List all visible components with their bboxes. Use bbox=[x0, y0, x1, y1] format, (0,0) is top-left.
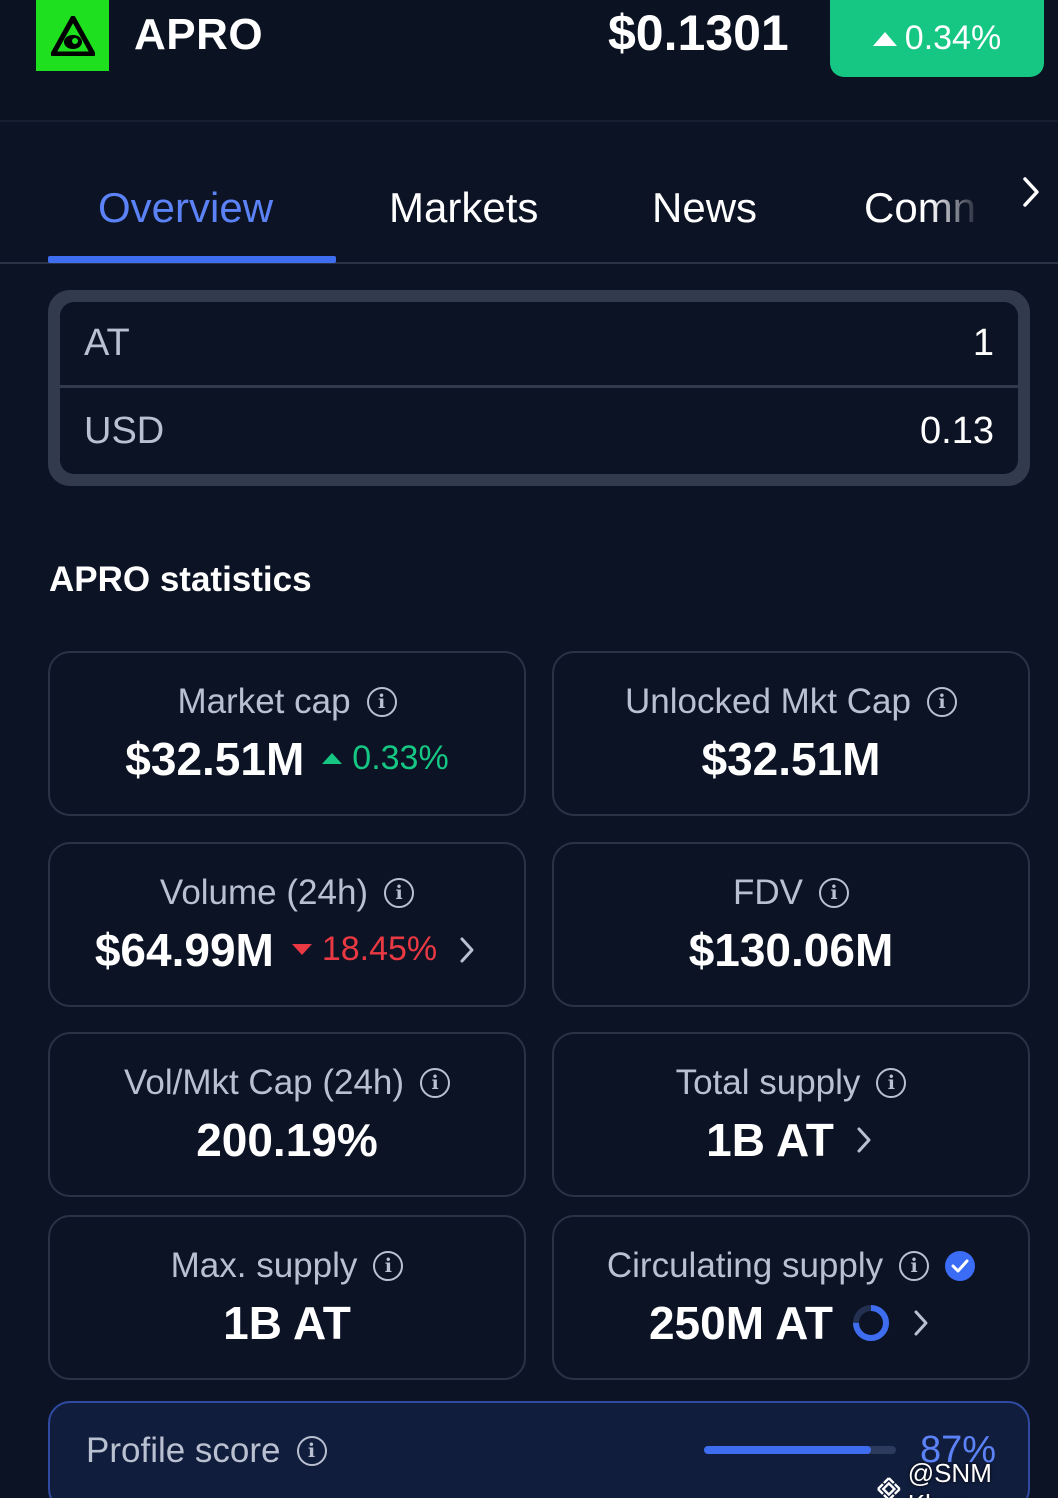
stat-value-row: 250M AT bbox=[649, 1296, 933, 1350]
tab-markets[interactable]: Markets bbox=[389, 184, 539, 231]
stat-value: 200.19% bbox=[196, 1113, 378, 1166]
binance-logo-icon bbox=[877, 1477, 901, 1498]
converter-amount-input[interactable]: 0.13 bbox=[920, 409, 994, 452]
price-change-value: 0.34% bbox=[904, 19, 1002, 57]
apro-logo bbox=[36, 0, 109, 71]
chevron-right-icon[interactable] bbox=[852, 1122, 876, 1158]
supply-donut-icon bbox=[853, 1304, 890, 1341]
stat-label-row: Volume (24h) i bbox=[159, 872, 415, 913]
tab-bar: Overview Markets News Comn bbox=[0, 120, 1058, 264]
stat-label-row: Unlocked Mkt Cap i bbox=[625, 682, 957, 722]
tab-news[interactable]: News bbox=[652, 184, 758, 231]
chevron-right-icon[interactable] bbox=[909, 1305, 933, 1341]
stat-label: Circulating supply bbox=[606, 1245, 884, 1285]
tab-overview[interactable]: Overview bbox=[98, 184, 274, 231]
stat-label-row: Market cap i bbox=[177, 681, 397, 722]
stat-card-vol-mkt-cap: Vol/Mkt Cap (24h) i 200.19% bbox=[48, 1032, 526, 1197]
info-icon[interactable]: i bbox=[366, 686, 397, 717]
stat-card-total-supply[interactable]: Total supply i 1B AT bbox=[552, 1032, 1030, 1197]
stat-card-fdv: FDV i $130.06M bbox=[552, 842, 1030, 1007]
stat-label: Market cap bbox=[177, 681, 351, 721]
arrow-down-icon bbox=[291, 944, 312, 955]
profile-score-progress-fill bbox=[704, 1446, 872, 1454]
coin-price: $0.1301 bbox=[608, 5, 789, 61]
info-icon[interactable]: i bbox=[819, 877, 849, 908]
stat-value-row: $32.51M bbox=[701, 732, 880, 786]
watermark: @SNM Khan bbox=[876, 1458, 1058, 1498]
apro-logo-icon bbox=[50, 15, 95, 56]
profile-score-value: 87% bbox=[920, 1429, 997, 1471]
stat-label: Unlocked Mkt Cap bbox=[625, 681, 911, 721]
coin-header: APRO $0.1301 0.34% bbox=[0, 0, 1058, 120]
converter-row-at[interactable]: AT 1 bbox=[60, 302, 1018, 388]
profile-score-progress bbox=[704, 1446, 896, 1454]
stat-change-value: 18.45% bbox=[321, 930, 438, 968]
stat-label-row: Total supply i bbox=[676, 1063, 907, 1103]
stat-value: $32.51M bbox=[701, 732, 881, 785]
tab-fade-overlay bbox=[930, 162, 1058, 252]
stat-label: Volume (24h) bbox=[159, 872, 369, 912]
info-icon[interactable]: i bbox=[420, 1067, 451, 1098]
stat-label-row: Vol/Mkt Cap (24h) i bbox=[123, 1062, 451, 1103]
stat-value: $64.99M bbox=[94, 923, 274, 976]
stat-card-volume-24h[interactable]: Volume (24h) i $64.99M 18.45% bbox=[48, 842, 526, 1007]
stat-card-max-supply: Max. supply i 1B AT bbox=[48, 1215, 526, 1380]
watermark-text: @SNM Khan bbox=[907, 1458, 992, 1498]
stat-value-row: $130.06M bbox=[689, 923, 894, 977]
stat-label: Total supply bbox=[675, 1062, 861, 1102]
stat-value-row: $32.51M 0.33% bbox=[125, 732, 448, 786]
stat-label: Max. supply bbox=[170, 1245, 358, 1285]
stat-card-circulating-supply[interactable]: Circulating supply i 250M AT bbox=[552, 1215, 1030, 1380]
tab-scroll-right-button[interactable] bbox=[1016, 172, 1046, 212]
stat-label-row: FDV i bbox=[733, 873, 849, 913]
converter-amount-input[interactable]: 1 bbox=[972, 322, 994, 364]
stat-value-row: $64.99M 18.45% bbox=[95, 923, 479, 977]
stat-label-row: Circulating supply i bbox=[606, 1245, 976, 1286]
profile-score-label-row: Profile score i bbox=[86, 1431, 327, 1471]
converter-currency-label: AT bbox=[84, 322, 130, 364]
profile-score-label: Profile score bbox=[86, 1431, 281, 1470]
arrow-up-icon bbox=[322, 753, 343, 764]
info-icon[interactable]: i bbox=[384, 877, 415, 908]
stat-label: FDV bbox=[733, 872, 803, 912]
stat-card-market-cap: Market cap i $32.51M 0.33% bbox=[48, 651, 526, 816]
stat-value-row: 200.19% bbox=[196, 1113, 378, 1167]
verified-check-icon bbox=[945, 1250, 976, 1281]
stat-value: $32.51M bbox=[125, 732, 305, 785]
converter-row-usd[interactable]: USD 0.13 bbox=[60, 388, 1018, 474]
converter-currency-label: USD bbox=[84, 409, 165, 452]
stat-change-value: 0.33% bbox=[352, 739, 449, 777]
statistics-title: APRO statistics bbox=[49, 560, 312, 599]
chevron-right-icon[interactable] bbox=[455, 932, 479, 968]
coin-name: APRO bbox=[134, 10, 264, 59]
stat-value-row: 1B AT bbox=[223, 1296, 351, 1350]
stat-value: 1B AT bbox=[706, 1113, 834, 1166]
arrow-up-icon bbox=[872, 31, 897, 46]
stat-label-row: Max. supply i bbox=[171, 1246, 404, 1286]
stat-value: $130.06M bbox=[688, 923, 894, 976]
stat-label: Vol/Mkt Cap (24h) bbox=[123, 1062, 405, 1102]
chevron-right-icon bbox=[1023, 177, 1039, 207]
info-icon[interactable]: i bbox=[876, 1067, 907, 1098]
stat-value-row: 1B AT bbox=[706, 1113, 876, 1167]
info-icon[interactable]: i bbox=[926, 686, 957, 717]
stat-change: 18.45% bbox=[291, 930, 438, 969]
active-tab-indicator bbox=[48, 256, 336, 263]
stat-change: 0.33% bbox=[322, 739, 449, 778]
info-icon[interactable]: i bbox=[899, 1250, 930, 1281]
profile-score-card[interactable]: Profile score i 87% bbox=[48, 1401, 1030, 1498]
stat-value: 250M AT bbox=[648, 1296, 834, 1349]
price-change-badge: 0.34% bbox=[830, 0, 1044, 77]
stat-card-unlocked-mkt-cap: Unlocked Mkt Cap i $32.51M bbox=[552, 651, 1030, 816]
currency-converter: AT 1 USD 0.13 bbox=[48, 290, 1030, 486]
info-icon[interactable]: i bbox=[373, 1250, 404, 1281]
info-icon[interactable]: i bbox=[296, 1436, 327, 1466]
stat-value: 1B AT bbox=[223, 1296, 351, 1349]
